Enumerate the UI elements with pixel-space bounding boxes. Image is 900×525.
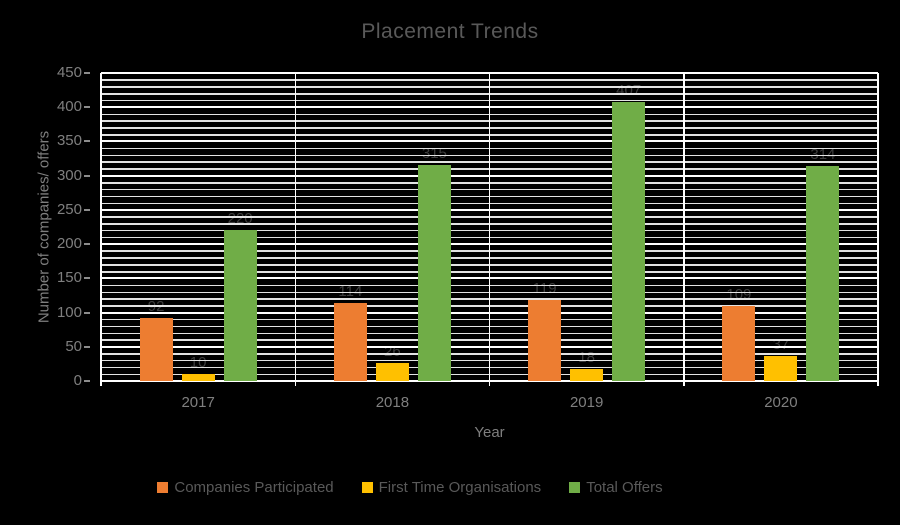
legend-item: Companies Participated <box>157 479 334 496</box>
x-tick-label: 2017 <box>181 394 215 411</box>
y-tick-label: 250 <box>56 200 82 218</box>
y-tick-mark <box>84 380 90 382</box>
y-tick-mark <box>84 345 90 348</box>
data-label: 314 <box>810 146 836 164</box>
y-tick-mark <box>84 72 90 74</box>
bar-total-offers <box>806 166 840 381</box>
legend-label: Total Offers <box>586 479 663 496</box>
data-label: 114 <box>338 282 363 300</box>
bar-companies-participated <box>528 299 562 381</box>
legend-label: First Time Organisations <box>378 479 542 496</box>
bar-first-time-organisations <box>764 355 798 381</box>
bar-companies-participated <box>722 306 756 381</box>
y-tick-mark <box>84 208 90 211</box>
legend-item: First Time Organisations <box>361 479 542 496</box>
legend-swatch-icon <box>361 482 373 493</box>
x-axis-title: Year <box>474 424 505 441</box>
y-tick-mark <box>84 140 90 143</box>
x-tick-label: 2018 <box>375 394 410 411</box>
data-label: 10 <box>189 354 207 372</box>
y-tick-mark <box>84 106 90 109</box>
category-tick-mark <box>100 381 102 386</box>
y-tick-label: 200 <box>56 235 82 253</box>
legend-swatch-icon <box>157 482 169 493</box>
data-label: 220 <box>227 210 253 228</box>
y-tick-mark <box>84 311 90 314</box>
data-label: 315 <box>421 145 447 163</box>
category-tick-mark <box>294 381 296 386</box>
bar-first-time-organisations <box>181 374 215 381</box>
bar-total-offers <box>223 230 257 381</box>
y-tick-label: 150 <box>56 269 82 287</box>
category-tick-mark <box>488 381 491 386</box>
y-tick-label: 400 <box>56 98 82 116</box>
x-tick-label: 2019 <box>569 394 604 411</box>
legend-item: Total Offers <box>569 479 663 496</box>
category-tick-mark <box>683 381 685 386</box>
bar-total-offers <box>417 165 451 381</box>
legend: Companies Participated First Time Organis… <box>0 479 860 496</box>
bar-first-time-organisations <box>375 363 409 381</box>
chart-title: Placement Trends <box>361 20 539 43</box>
y-tick-label: 300 <box>56 166 82 184</box>
y-tick-label: 100 <box>56 303 82 321</box>
bar-companies-participated <box>333 302 367 381</box>
y-tick-mark <box>84 277 90 280</box>
legend-swatch-icon <box>569 482 581 493</box>
y-tick-mark <box>84 243 90 246</box>
y-tick-label: 0 <box>73 372 82 389</box>
category-tick-mark <box>877 381 879 386</box>
bar-first-time-organisations <box>570 368 604 381</box>
bars-layer <box>101 73 878 381</box>
y-tick-label: 450 <box>56 64 82 81</box>
plot-area: 92 114 119 109 10 26 18 37 220 315 407 314 <box>100 72 879 382</box>
y-tick-label: 50 <box>65 337 82 355</box>
bar-total-offers <box>612 102 646 381</box>
x-tick-label: 2020 <box>764 394 798 411</box>
legend-label: Companies Participated <box>174 479 334 496</box>
y-tick-mark <box>84 174 90 177</box>
bar-companies-participated <box>139 318 173 381</box>
y-tick-label: 350 <box>56 132 82 150</box>
